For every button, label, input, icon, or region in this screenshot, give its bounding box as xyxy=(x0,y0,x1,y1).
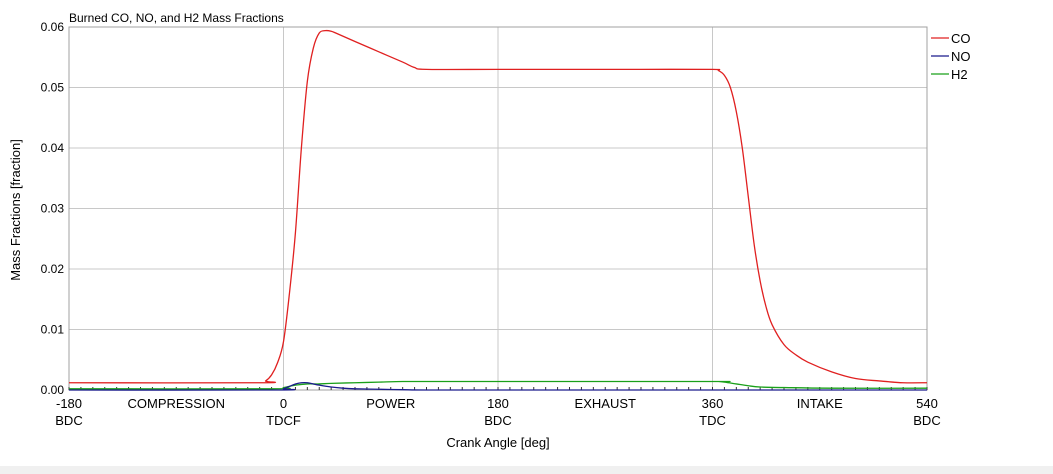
x-tick-sublabel: BDC xyxy=(913,413,940,428)
legend-label-co: CO xyxy=(951,31,971,46)
phase-label: POWER xyxy=(366,396,415,411)
x-tick-sublabel: TDCF xyxy=(266,413,301,428)
y-tick-label: 0.03 xyxy=(41,202,65,216)
x-tick-sublabel: TDC xyxy=(699,413,726,428)
y-tick-label: 0.05 xyxy=(41,81,65,95)
series-line-h2 xyxy=(68,380,928,390)
x-tick-label: 180 xyxy=(487,396,509,411)
y-tick-label: 0.02 xyxy=(41,262,65,276)
y-tick-label: 0.00 xyxy=(41,383,65,397)
y-axis-label: Mass Fractions [fraction] xyxy=(8,139,23,281)
legend-label-no: NO xyxy=(951,49,971,64)
series-line-co xyxy=(68,29,928,384)
x-tick-sublabel: BDC xyxy=(55,413,82,428)
y-tick-labels: 0.00 0.01 0.02 0.03 0.04 0.05 0.06 xyxy=(41,20,65,397)
phase-label: INTAKE xyxy=(797,396,843,411)
x-tick-label: 540 xyxy=(916,396,938,411)
y-tick-label: 0.04 xyxy=(41,141,65,155)
x-tick-label: 0 xyxy=(280,396,287,411)
series-lines xyxy=(68,29,928,391)
y-tick-label: 0.01 xyxy=(41,323,65,337)
legend-label-h2: H2 xyxy=(951,67,968,82)
grid-lines xyxy=(68,26,928,391)
x-tick-label: 360 xyxy=(702,396,724,411)
series-line-no xyxy=(68,381,927,391)
y-tick-label: 0.06 xyxy=(41,20,65,34)
phase-label: EXHAUST xyxy=(575,396,636,411)
bottom-strip xyxy=(0,466,1053,474)
chart-title: Burned CO, NO, and H2 Mass Fractions xyxy=(69,11,284,25)
x-tick-sublabel: BDC xyxy=(484,413,511,428)
x-tick-label: -180 xyxy=(56,396,82,411)
x-axis-label: Crank Angle [deg] xyxy=(446,435,549,450)
legend: CO NO H2 xyxy=(931,31,971,82)
x-tick-labels: -180 BDC 0 TDCF 180 BDC 360 TDC 540 BDC xyxy=(55,396,940,428)
phase-labels: COMPRESSION POWER EXHAUST INTAKE xyxy=(127,396,843,411)
phase-label: COMPRESSION xyxy=(127,396,225,411)
